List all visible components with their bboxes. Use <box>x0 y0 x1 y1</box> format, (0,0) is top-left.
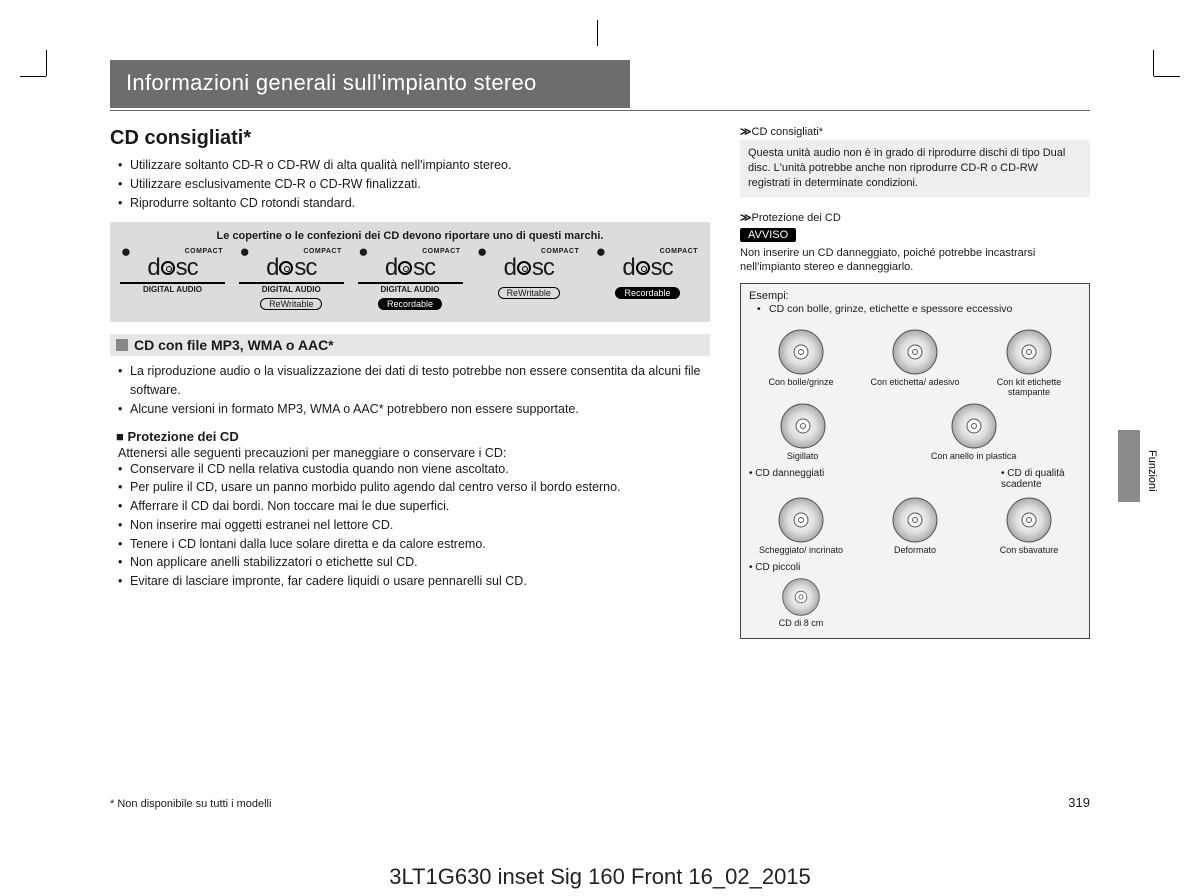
list-item: Non inserire mai oggetti estranei nel le… <box>118 516 710 535</box>
thumb-tab <box>1118 430 1140 502</box>
note-box: Questa unità audio non è in grado di rip… <box>740 140 1090 197</box>
list-item: Tenere i CD lontani dalla luce solare di… <box>118 535 710 554</box>
example-category: CD con bolle, grinze, etichette e spesso… <box>757 302 1081 318</box>
examples-box: Esempi: CD con bolle, grinze, etichette … <box>740 283 1090 639</box>
page-header: Informazioni generali sull'impianto ster… <box>110 60 630 108</box>
footnote: * Non disponibile su tutti i modelli <box>110 798 271 810</box>
thumb-tab-label: Funzioni <box>1146 450 1158 492</box>
cd-example: Con bolle/grinze <box>749 328 853 398</box>
subheading-mp3: CD con file MP3, WMA o AAC* <box>110 334 710 356</box>
notice-text: Non inserire un CD danneggiato, poiché p… <box>740 246 1090 276</box>
list-item: Conservare il CD nella relativa custodia… <box>118 460 710 479</box>
cd-example: Deformato <box>863 496 967 556</box>
protection-bullet-list: Conservare il CD nella relativa custodia… <box>110 460 710 591</box>
compact-disc-logo: ⬤COMPACT dsc DIGITAL AUDIORecordable <box>358 248 463 312</box>
cd-example: CD di 8 cm <box>749 577 853 629</box>
example-category: CD piccoli <box>749 562 1081 573</box>
cd-icon <box>777 328 825 376</box>
logo-box-caption: Le copertine o le confezioni dei CD devo… <box>120 230 700 242</box>
manual-page: Informazioni generali sull'impianto ster… <box>110 60 1090 820</box>
cd-icon <box>779 402 827 450</box>
cd-example: Con anello in plastica <box>866 402 1081 462</box>
example-category: CD danneggiati <box>749 468 824 490</box>
subheading-protection: Protezione dei CD <box>116 429 710 444</box>
list-item: Non applicare anelli stabilizzatori o et… <box>118 553 710 572</box>
list-item: Utilizzare soltanto CD-R o CD-RW di alta… <box>118 156 710 175</box>
cd-icon <box>1005 496 1053 544</box>
cd-example: Scheggiato/ incrinato <box>749 496 853 556</box>
cd-example: Con sbavature <box>977 496 1081 556</box>
crossref-1: ≫CD consigliati* <box>740 125 1090 138</box>
protection-lead: Attenersi alle seguenti precauzioni per … <box>110 446 710 460</box>
header-title: Informazioni generali sull'impianto ster… <box>126 70 537 95</box>
page-number: 319 <box>1068 795 1090 810</box>
main-column: CD consigliati* Utilizzare soltanto CD-R… <box>110 119 710 639</box>
list-item: Afferrare il CD dai bordi. Non toccare m… <box>118 497 710 516</box>
cd-example: Con etichetta/ adesivo <box>863 328 967 398</box>
chevron-icon: ≫ <box>740 212 752 224</box>
header-rule <box>110 110 1090 111</box>
cd-icon <box>891 496 939 544</box>
examples-title: Esempi: <box>749 290 1081 302</box>
section-title: CD consigliati* <box>110 127 710 150</box>
cd-icon <box>777 496 825 544</box>
compact-disc-logo: ⬤COMPACT dsc Recordable <box>595 248 700 312</box>
chevron-icon: ≫ <box>740 126 752 138</box>
example-category: CD di qualità scadente <box>1001 468 1081 490</box>
cd-icon <box>1005 328 1053 376</box>
print-imprint: 3LT1G630 inset Sig 160 Front 16_02_2015 <box>0 864 1200 890</box>
compact-disc-logo: ⬤COMPACT dsc ReWritable <box>476 248 581 312</box>
list-item: Per pulire il CD, usare un panno morbido… <box>118 478 710 497</box>
compact-disc-logo: ⬤COMPACT dsc DIGITAL AUDIOReWritable <box>239 248 344 312</box>
mp3-bullet-list: La riproduzione audio o la visualizzazio… <box>110 362 710 418</box>
list-item: La riproduzione audio o la visualizzazio… <box>118 362 710 400</box>
list-item: Riprodurre soltanto CD rotondi standard. <box>118 194 710 213</box>
list-item: Evitare di lasciare impronte, far cadere… <box>118 572 710 591</box>
cd-example: Sigillato <box>749 402 856 462</box>
compact-disc-logo: ⬤COMPACT dsc DIGITAL AUDIO <box>120 248 225 312</box>
cd-icon <box>781 577 821 617</box>
intro-bullet-list: Utilizzare soltanto CD-R o CD-RW di alta… <box>110 156 710 212</box>
cd-icon <box>891 328 939 376</box>
list-item: Alcune versioni in formato MP3, WMA o AA… <box>118 400 710 419</box>
cd-icon <box>950 402 998 450</box>
notice-badge: AVVISO <box>740 228 796 242</box>
cd-example: Con kit etichette stampante <box>977 328 1081 398</box>
crossref-label: Protezione dei CD <box>752 212 841 224</box>
crossref-2: ≫Protezione dei CD <box>740 211 1090 224</box>
logo-box: Le copertine o le confezioni dei CD devo… <box>110 222 710 322</box>
side-column: ≫CD consigliati* Questa unità audio non … <box>740 119 1090 639</box>
crossref-label: CD consigliati* <box>752 126 824 138</box>
list-item: Utilizzare esclusivamente CD-R o CD-RW f… <box>118 175 710 194</box>
